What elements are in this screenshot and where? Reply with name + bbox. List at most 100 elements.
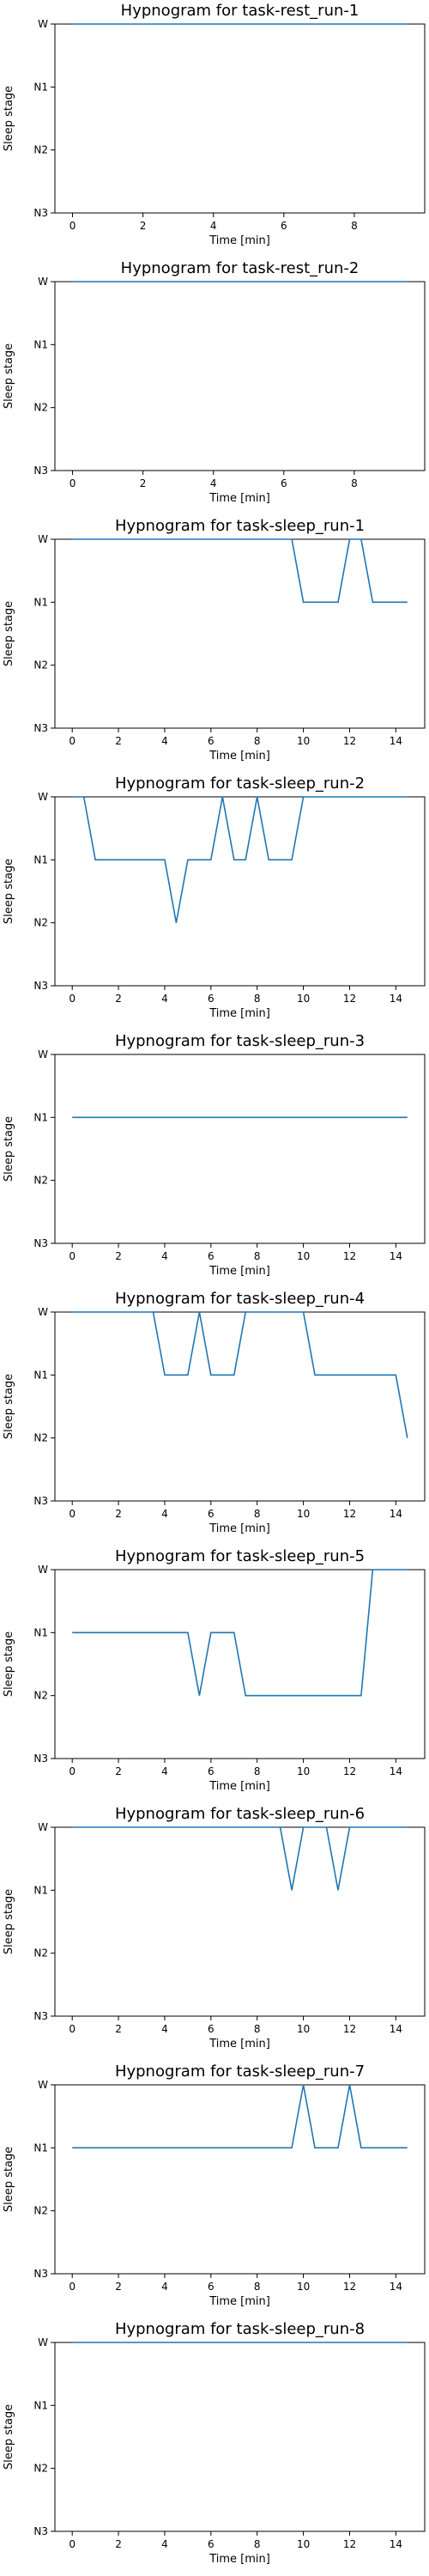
x-tick-label: 0 (69, 2281, 76, 2293)
x-tick-label: 2 (115, 1765, 122, 1777)
hypnogram-chart: Hypnogram for task-sleep_run-3 0 2 4 6 8 10 12 1… (3, 1032, 426, 1278)
chart-title: Hypnogram for task-sleep_run-7 (115, 2063, 365, 2081)
x-tick-label: 8 (254, 1508, 261, 1520)
x-tick-label: 4 (161, 1250, 168, 1262)
x-tick-label: 10 (297, 993, 310, 1005)
x-tick-label: 2 (115, 2281, 122, 2293)
x-tick-label: 6 (281, 477, 287, 489)
x-tick-label: 8 (254, 735, 261, 747)
x-axis-label: Time [min] (208, 234, 270, 247)
x-tick-label: 4 (161, 2023, 168, 2035)
y-tick-label: W (38, 18, 48, 30)
x-tick-label: 10 (297, 1765, 310, 1777)
y-tick-label: N2 (33, 402, 48, 414)
x-tick-label: 0 (69, 2538, 76, 2550)
x-axis-label: Time [min] (208, 1007, 270, 1020)
x-tick-label: 14 (390, 2023, 402, 2035)
hypnogram-chart: Hypnogram for task-sleep_run-6 0 2 4 6 8 10 12 1… (3, 1805, 426, 2050)
x-tick-label: 8 (254, 1250, 261, 1262)
hypnogram-line (72, 796, 408, 923)
x-tick-label: 0 (69, 1508, 76, 1520)
y-tick-label: W (38, 2336, 48, 2348)
hypnogram-line (72, 1311, 408, 1438)
x-tick-label: 10 (297, 1250, 310, 1262)
x-tick-label: 10 (297, 2281, 310, 2293)
y-tick-label: N2 (33, 1947, 48, 1959)
hypnogram-chart: Hypnogram for task-sleep_run-7 0 2 4 6 8 10 12 1… (3, 2063, 426, 2308)
y-tick-label: N1 (33, 1369, 48, 1381)
y-axis-label: Sleep stage (3, 1116, 15, 1182)
y-axis-label: Sleep stage (3, 601, 15, 666)
hypnogram-line (72, 538, 408, 604)
x-tick-label: 2 (115, 735, 122, 747)
y-tick-label: W (38, 791, 48, 803)
x-tick-label: 8 (351, 220, 358, 232)
y-tick-label: N2 (33, 1175, 48, 1187)
x-tick-label: 12 (343, 2538, 356, 2550)
chart-title: Hypnogram for task-sleep_run-3 (115, 1032, 365, 1050)
y-tick-label: N2 (33, 1432, 48, 1444)
y-tick-label: N3 (33, 722, 48, 734)
hypnogram-line (72, 1569, 408, 1697)
x-tick-label: 6 (208, 2281, 214, 2293)
x-tick-label: 12 (343, 1765, 356, 1777)
x-tick-label: 6 (208, 2023, 214, 2035)
x-tick-label: 8 (254, 2023, 261, 2035)
chart-title: Hypnogram for task-rest_run-1 (121, 2, 360, 20)
y-tick-label: W (38, 1564, 48, 1576)
y-axis-label: Sleep stage (3, 2404, 15, 2470)
y-axis-label: Sleep stage (3, 343, 15, 409)
chart-title: Hypnogram for task-sleep_run-6 (115, 1805, 365, 1823)
y-tick-label: N3 (33, 980, 48, 992)
y-tick-label: N1 (33, 2399, 48, 2411)
x-tick-label: 8 (254, 1765, 261, 1777)
y-axis-label: Sleep stage (3, 86, 15, 151)
y-tick-label: N1 (33, 596, 48, 608)
x-tick-label: 6 (208, 1250, 214, 1262)
y-tick-label: W (38, 1821, 48, 1833)
x-tick-label: 4 (210, 477, 217, 489)
x-tick-label: 12 (343, 2023, 356, 2035)
hypnogram-chart: Hypnogram for task-sleep_run-2 0 2 4 6 8 10 12 1… (3, 775, 426, 1020)
y-tick-label: N1 (33, 1626, 48, 1638)
x-tick-label: 14 (390, 2538, 402, 2550)
chart-title: Hypnogram for task-sleep_run-1 (115, 517, 365, 535)
x-tick-label: 8 (254, 2538, 261, 2550)
x-tick-label: 0 (69, 477, 76, 489)
x-axis-label: Time [min] (208, 492, 270, 505)
y-axis-label: Sleep stage (3, 1631, 15, 1697)
y-tick-label: N2 (33, 659, 48, 671)
x-tick-label: 6 (281, 220, 287, 232)
x-axis-label: Time [min] (208, 2553, 270, 2566)
y-tick-label: N2 (33, 144, 48, 156)
y-tick-label: N3 (33, 465, 48, 477)
y-tick-label: W (38, 1048, 48, 1060)
chart-title: Hypnogram for task-rest_run-2 (121, 259, 360, 277)
y-tick-label: W (38, 2079, 48, 2091)
hypnogram-chart: Hypnogram for task-sleep_run-8 0 2 4 6 8 10 12 1… (3, 2320, 426, 2566)
x-tick-label: 4 (210, 220, 217, 232)
x-tick-label: 10 (297, 735, 310, 747)
chart-title: Hypnogram for task-sleep_run-5 (115, 1547, 365, 1565)
plot-frame (54, 23, 426, 214)
plot-frame (54, 1569, 426, 1759)
y-axis-label: Sleep stage (3, 859, 15, 924)
x-tick-label: 14 (390, 2281, 402, 2293)
y-tick-label: N1 (33, 1111, 48, 1123)
plot-frame (54, 1311, 426, 1502)
y-tick-label: N3 (33, 1495, 48, 1507)
x-tick-label: 12 (343, 1508, 356, 1520)
chart-title: Hypnogram for task-sleep_run-8 (115, 2320, 365, 2338)
chart-title: Hypnogram for task-sleep_run-4 (115, 1290, 365, 1308)
y-tick-label: W (38, 1306, 48, 1318)
x-tick-label: 6 (208, 1765, 214, 1777)
x-tick-label: 4 (161, 2281, 168, 2293)
y-tick-label: N1 (33, 338, 48, 350)
plot-frame (54, 538, 426, 729)
x-tick-label: 2 (115, 2023, 122, 2035)
y-tick-label: N2 (33, 1690, 48, 1702)
plot-frame (54, 2342, 426, 2532)
plot-frame (54, 796, 426, 987)
y-tick-label: N3 (33, 1753, 48, 1765)
